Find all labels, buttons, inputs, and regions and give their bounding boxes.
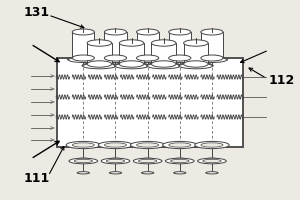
Ellipse shape (201, 143, 223, 147)
Ellipse shape (104, 143, 127, 147)
Ellipse shape (163, 141, 197, 149)
Text: 112: 112 (269, 74, 295, 88)
Ellipse shape (166, 158, 194, 164)
Ellipse shape (146, 62, 181, 69)
Polygon shape (119, 43, 144, 64)
Ellipse shape (201, 29, 223, 35)
Ellipse shape (152, 40, 176, 46)
Ellipse shape (169, 29, 191, 35)
Ellipse shape (101, 158, 130, 164)
Ellipse shape (169, 143, 191, 147)
Ellipse shape (184, 40, 208, 46)
Ellipse shape (201, 55, 223, 61)
Polygon shape (201, 32, 223, 58)
Ellipse shape (108, 158, 123, 161)
Bar (57, 58, 243, 147)
Polygon shape (184, 43, 208, 64)
Text: 111: 111 (23, 172, 50, 186)
Ellipse shape (100, 56, 131, 62)
Ellipse shape (72, 29, 94, 35)
Ellipse shape (136, 55, 159, 61)
Ellipse shape (138, 159, 157, 163)
Ellipse shape (184, 61, 208, 67)
Ellipse shape (142, 172, 154, 174)
Ellipse shape (109, 172, 122, 174)
Ellipse shape (104, 55, 127, 61)
Ellipse shape (169, 55, 191, 61)
Ellipse shape (74, 159, 92, 163)
Ellipse shape (174, 172, 186, 174)
Ellipse shape (164, 56, 195, 62)
Polygon shape (72, 32, 94, 58)
Ellipse shape (203, 159, 221, 163)
Ellipse shape (206, 172, 218, 174)
Ellipse shape (136, 29, 159, 35)
Ellipse shape (130, 141, 165, 149)
Ellipse shape (119, 61, 144, 67)
Ellipse shape (104, 29, 127, 35)
Polygon shape (87, 43, 112, 64)
Ellipse shape (196, 56, 227, 62)
Ellipse shape (136, 143, 159, 147)
Ellipse shape (72, 143, 94, 147)
Ellipse shape (82, 62, 117, 69)
Ellipse shape (114, 62, 149, 69)
Polygon shape (104, 32, 127, 58)
Ellipse shape (140, 158, 155, 161)
Ellipse shape (98, 141, 133, 149)
Ellipse shape (119, 40, 144, 46)
Ellipse shape (87, 61, 112, 67)
Ellipse shape (106, 159, 125, 163)
Ellipse shape (68, 56, 99, 62)
Ellipse shape (179, 62, 213, 69)
Ellipse shape (77, 172, 89, 174)
Polygon shape (169, 32, 191, 58)
Ellipse shape (133, 158, 162, 164)
Ellipse shape (172, 158, 187, 161)
Ellipse shape (198, 158, 226, 164)
Ellipse shape (87, 40, 112, 46)
Ellipse shape (76, 158, 91, 161)
Ellipse shape (66, 141, 100, 149)
Text: 131: 131 (23, 6, 50, 20)
Ellipse shape (195, 141, 229, 149)
Ellipse shape (72, 55, 94, 61)
Ellipse shape (69, 158, 98, 164)
Polygon shape (136, 32, 159, 58)
Polygon shape (152, 43, 176, 64)
Ellipse shape (152, 61, 176, 67)
Ellipse shape (205, 158, 219, 161)
Ellipse shape (132, 56, 163, 62)
Ellipse shape (171, 159, 189, 163)
